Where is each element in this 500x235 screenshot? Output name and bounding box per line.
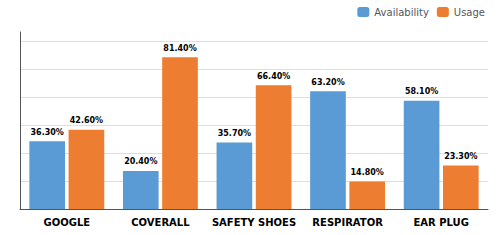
svg-text:23.30%: 23.30% [444,152,477,161]
svg-text:81.40%: 81.40% [163,44,196,53]
svg-text:RESPIRATOR: RESPIRATOR [312,217,383,228]
svg-text:14.80%: 14.80% [351,168,384,177]
svg-text:36.30%: 36.30% [31,128,64,137]
svg-text:GOOGLE: GOOGLE [43,217,90,228]
svg-text:SAFETY SHOES: SAFETY SHOES [212,217,296,228]
svg-text:66.40%: 66.40% [257,72,290,81]
svg-text:63.20%: 63.20% [311,78,344,87]
svg-text:COVERALL: COVERALL [131,217,190,228]
svg-text:Availability: Availability [374,7,429,18]
svg-text:Usage: Usage [454,7,485,18]
svg-text:20.40%: 20.40% [124,157,157,166]
svg-text:35.70%: 35.70% [218,129,251,138]
svg-text:58.10%: 58.10% [405,87,438,96]
svg-text:42.60%: 42.60% [70,116,103,125]
svg-text:EAR PLUG: EAR PLUG [413,217,468,228]
